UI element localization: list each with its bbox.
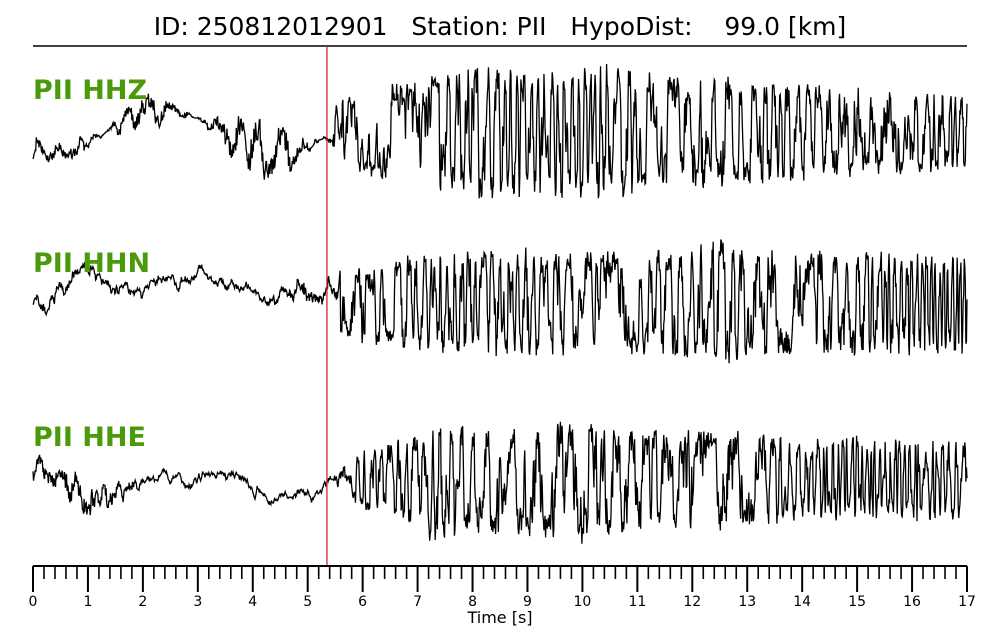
x-tick-label: 17	[958, 594, 976, 610]
x-tick-label: 3	[193, 594, 202, 610]
trace-pii-hhe	[32, 421, 968, 544]
traces-group	[32, 63, 968, 544]
x-tick-label: 16	[903, 594, 921, 610]
x-tick-label: 11	[628, 594, 646, 610]
x-tick-label: 0	[29, 594, 38, 610]
trace-pii-hhn	[32, 239, 968, 364]
trace-label-pii-hhe: PII HHE	[33, 422, 146, 453]
x-tick-label: 7	[413, 594, 422, 610]
x-tick-label: 1	[83, 594, 92, 610]
trace-label-pii-hhz: PII HHZ	[33, 75, 147, 106]
x-tick-label: 15	[848, 594, 866, 610]
x-tick-label: 9	[523, 594, 532, 610]
chart-title: ID: 250812012901 Station: PII HypoDist: …	[154, 12, 847, 41]
x-tick-label: 12	[683, 594, 701, 610]
x-tick-label: 4	[248, 594, 257, 610]
x-tick-label: 5	[303, 594, 312, 610]
x-tick-label: 13	[738, 594, 756, 610]
x-tick-label: 2	[138, 594, 147, 610]
trace-label-pii-hhn: PII HHN	[33, 248, 150, 279]
x-tick-label: 8	[468, 594, 477, 610]
trace-pii-hhz	[32, 63, 968, 199]
x-tick-label: 10	[573, 594, 591, 610]
x-tick-label: 14	[793, 594, 811, 610]
x-axis: 0 1 2 3 4 5 6 7 8 9 10 11 12 13 14 15 16 17	[29, 565, 976, 610]
x-axis-label: Time [s]	[466, 608, 532, 627]
x-tick-label: 6	[358, 594, 367, 610]
trace-labels: PII HHZ PII HHN PII HHE	[33, 75, 150, 453]
